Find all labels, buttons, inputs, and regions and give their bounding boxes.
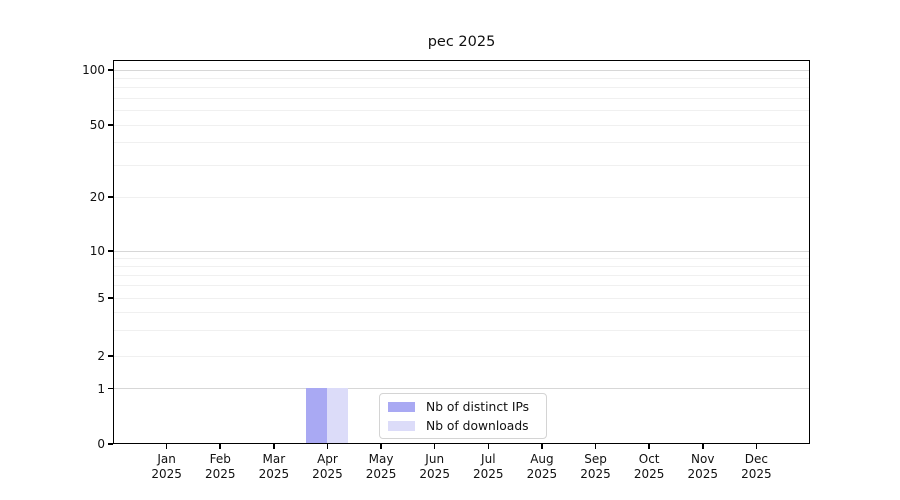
y-tick-mark [108,443,113,445]
x-tick-label: Sep 2025 [580,452,611,481]
y-tick-mark [108,387,113,390]
x-tick-label: Dec 2025 [741,452,772,481]
legend-entry-downloads: Nb of downloads [388,419,538,433]
y-gridline-minor [114,274,809,276]
chart-title: pec 2025 [427,34,496,50]
x-tick-label: Apr 2025 [312,452,343,481]
y-tick-label: 0 [97,437,105,451]
y-tick-label: 20 [89,190,105,204]
y-gridline-minor [114,196,809,198]
legend-swatch-downloads [388,420,415,431]
x-tick-label: Nov 2025 [687,452,719,481]
y-tick-mark [108,250,113,252]
x-tick-mark [755,444,758,449]
y-gridline-minor [114,355,809,357]
y-gridline-minor [114,329,809,331]
x-tick-mark [273,444,275,449]
y-gridline-minor [114,87,809,89]
y-gridline-major [114,69,809,71]
y-gridline-minor [114,142,809,144]
bar-distinct-ips [306,388,328,443]
y-tick-mark [108,69,113,71]
y-tick-label: 2 [97,349,105,363]
y-tick-label: 50 [89,118,105,132]
y-tick-mark [108,355,113,357]
legend-swatch-distinct-ips [388,401,415,412]
x-tick-mark [487,444,490,449]
x-tick-mark [541,444,543,449]
x-tick-label: May 2025 [365,452,397,481]
x-tick-label: Jul 2025 [473,452,504,481]
y-tick-mark [108,196,113,198]
plot-area: Nb of distinct IPs Nb of downloads [113,60,810,444]
y-gridline-minor [114,297,809,299]
x-tick-mark [219,444,221,449]
y-gridline-minor [114,164,809,166]
x-tick-label: Mar 2025 [258,452,290,481]
y-gridline-minor [114,97,809,99]
legend-entry-distinct-ips: Nb of distinct IPs [388,400,538,414]
x-tick-label: Oct 2025 [633,452,665,481]
y-gridline-minor [114,77,809,79]
x-tick-mark [380,444,382,449]
x-tick-mark [326,444,329,449]
y-tick-mark [108,297,113,299]
x-tick-mark [648,444,650,449]
y-tick-label: 5 [97,291,105,305]
y-tick-label: 1 [97,381,105,396]
x-tick-label: Jun 2025 [419,452,450,481]
x-tick-mark [433,444,436,449]
y-tick-label: 100 [82,63,105,77]
y-gridline-minor [114,257,809,259]
y-gridline-minor [114,311,809,313]
bar-downloads [327,388,349,443]
x-tick-mark [594,444,597,449]
y-gridline-major [114,388,809,390]
legend-label-downloads: Nb of downloads [426,418,529,433]
y-tick-mark [108,124,113,126]
x-tick-mark [165,444,168,449]
y-gridline-major [114,250,809,252]
x-tick-mark [702,444,704,449]
y-gridline-minor [114,265,809,267]
x-tick-label: Feb 2025 [204,452,236,481]
legend: Nb of distinct IPs Nb of downloads [379,393,547,439]
x-tick-label: Jan 2025 [151,452,182,481]
y-gridline-minor [114,285,809,287]
y-tick-label: 10 [89,244,105,258]
legend-label-distinct-ips: Nb of distinct IPs [426,399,530,414]
y-gridline-minor [114,124,809,126]
y-gridline-minor [114,110,809,112]
x-tick-label: Aug 2025 [526,452,558,481]
